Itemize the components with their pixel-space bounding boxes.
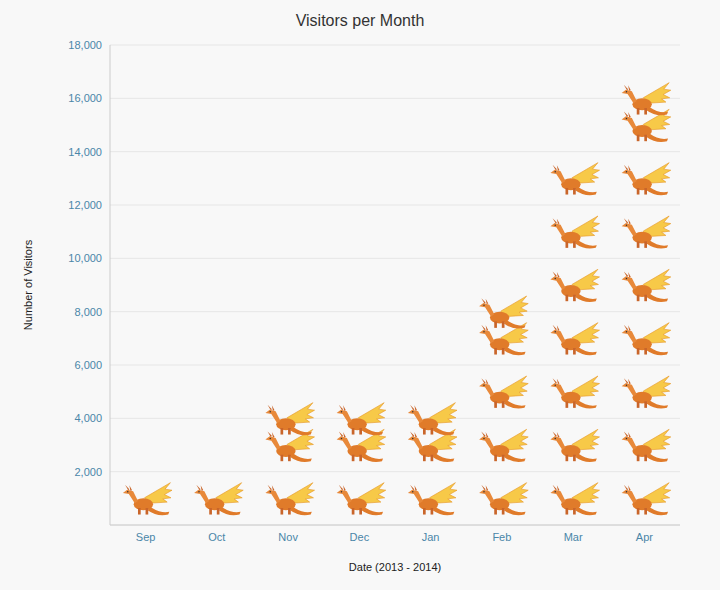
svg-text:18,000: 18,000 xyxy=(68,39,102,51)
svg-text:8,000: 8,000 xyxy=(74,306,102,318)
svg-text:10,000: 10,000 xyxy=(68,252,102,264)
html-text:Visitors per Month: Visitors per Month xyxy=(295,12,425,29)
svg-text:2,000: 2,000 xyxy=(74,466,102,478)
svg-text:Sep: Sep xyxy=(136,531,156,543)
svg-text:Oct: Oct xyxy=(208,531,225,543)
svg-text:4,000: 4,000 xyxy=(74,412,102,424)
svg-text:6,000: 6,000 xyxy=(74,359,102,371)
svg-text:Apr: Apr xyxy=(636,531,653,543)
svg-text:Feb: Feb xyxy=(492,531,511,543)
svg-text:Nov: Nov xyxy=(278,531,298,543)
svg-text:16,000: 16,000 xyxy=(68,92,102,104)
svg-text:14,000: 14,000 xyxy=(68,146,102,158)
svg-text:Mar: Mar xyxy=(564,531,583,543)
svg-text:Date (2013 - 2014): Date (2013 - 2014) xyxy=(349,561,441,573)
svg-text:Dec: Dec xyxy=(350,531,370,543)
svg-text:Number of Visitors: Number of Visitors xyxy=(22,239,34,330)
svg-text:Jan: Jan xyxy=(422,531,440,543)
svg-text:12,000: 12,000 xyxy=(68,199,102,211)
